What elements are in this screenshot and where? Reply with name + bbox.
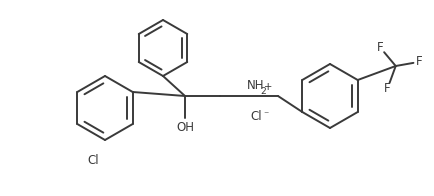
Text: +: + (263, 82, 272, 92)
Text: 2: 2 (260, 87, 265, 96)
Text: F: F (376, 41, 383, 54)
Text: F: F (383, 82, 390, 95)
Text: Cl: Cl (87, 154, 99, 167)
Text: NH: NH (247, 79, 264, 92)
Text: Cl: Cl (250, 110, 261, 123)
Text: ⁻: ⁻ (263, 110, 268, 120)
Text: F: F (415, 55, 422, 68)
Text: OH: OH (176, 121, 194, 134)
